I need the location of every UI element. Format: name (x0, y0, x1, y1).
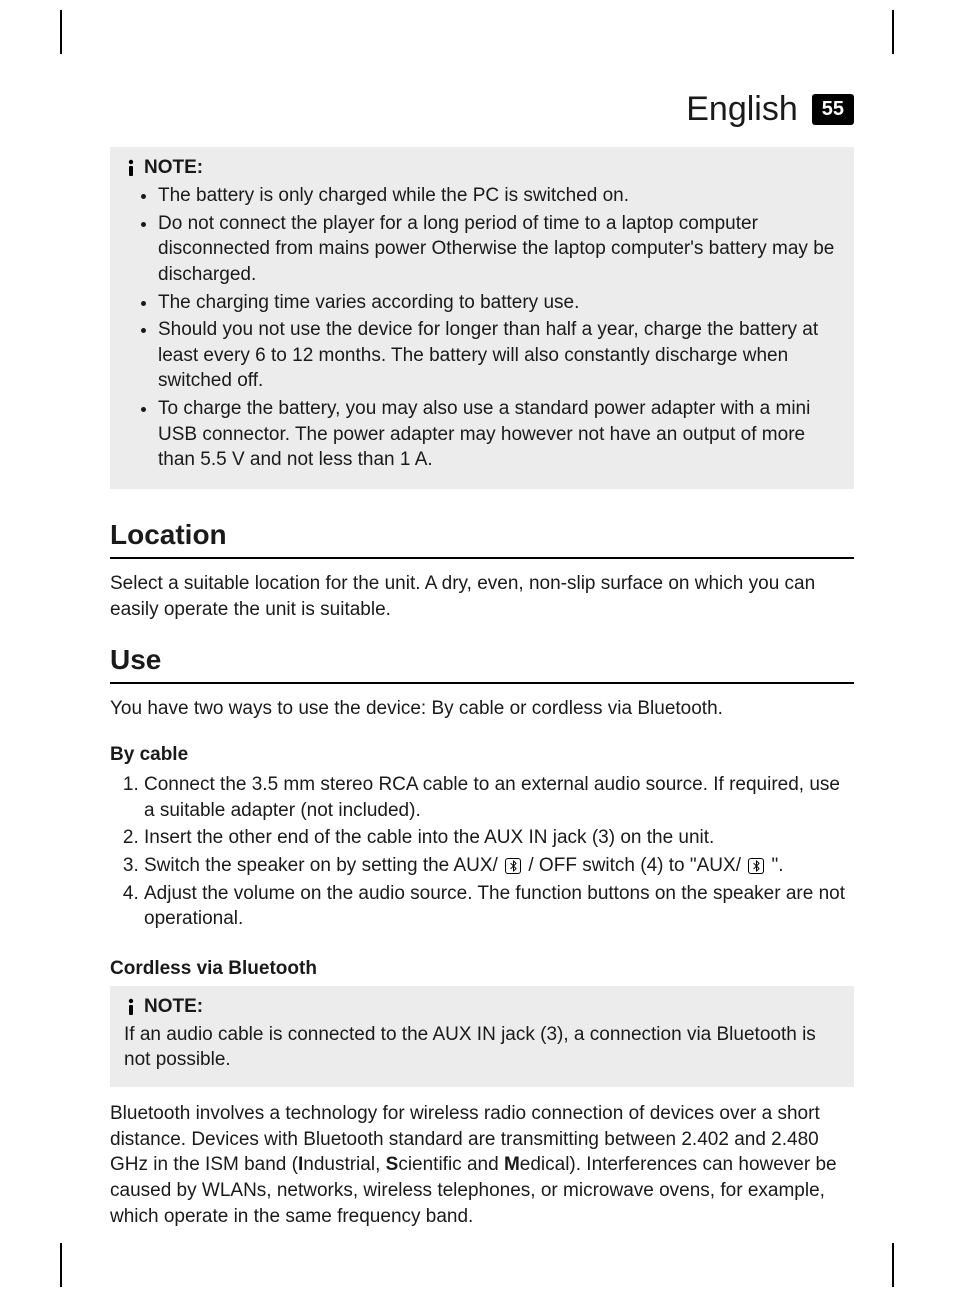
list-item: Insert the other end of the cable into t… (144, 825, 854, 851)
manual-page: English 55 NOTE: The battery is only cha… (0, 0, 954, 1297)
list-item: The battery is only charged while the PC… (158, 183, 840, 209)
list-item: Adjust the volume on the audio source. T… (144, 881, 854, 932)
note-box-battery: NOTE: The battery is only charged while … (110, 147, 854, 489)
note-heading-text: NOTE: (144, 996, 203, 1018)
note-label: NOTE: (124, 157, 840, 179)
section-rule (110, 557, 854, 559)
crop-mark (892, 1243, 894, 1287)
crop-mark (60, 10, 62, 54)
note-list: The battery is only charged while the PC… (124, 183, 840, 473)
bluetooth-paragraph: Bluetooth involves a technology for wire… (110, 1101, 854, 1229)
ism-s: S (386, 1154, 399, 1175)
note-label: NOTE: (124, 996, 840, 1018)
list-item: The charging time varies according to ba… (158, 290, 840, 316)
step3-part-a: Switch the speaker on by setting the AUX… (144, 855, 503, 876)
info-icon (124, 159, 138, 177)
list-item: To charge the battery, you may also use … (158, 396, 840, 473)
page-number-badge: 55 (812, 94, 854, 125)
list-item: Should you not use the device for longer… (158, 317, 840, 394)
section-heading-location: Location (110, 519, 854, 551)
ism-m: M (504, 1154, 520, 1175)
note-heading-text: NOTE: (144, 157, 203, 179)
list-item: Do not connect the player for a long per… (158, 211, 840, 288)
use-intro: You have two ways to use the device: By … (110, 696, 854, 722)
list-item: Switch the speaker on by setting the AUX… (144, 853, 854, 879)
location-text: Select a suitable location for the unit.… (110, 571, 854, 622)
step3-part-b: / OFF switch (4) to "AUX/ (523, 855, 746, 876)
language-label: English (686, 90, 798, 129)
ism-cientific: cientific and (398, 1154, 504, 1175)
ism-ndustrial: ndustrial, (303, 1154, 385, 1175)
subheading-by-cable: By cable (110, 744, 854, 766)
by-cable-steps: Connect the 3.5 mm stereo RCA cable to a… (110, 772, 854, 932)
section-rule (110, 682, 854, 684)
subheading-cordless: Cordless via Bluetooth (110, 958, 854, 980)
bluetooth-icon (505, 858, 521, 874)
page-header: English 55 (110, 90, 854, 129)
section-heading-use: Use (110, 644, 854, 676)
crop-mark (892, 10, 894, 54)
note-text: If an audio cable is connected to the AU… (124, 1022, 840, 1073)
note-box-aux: NOTE: If an audio cable is connected to … (110, 986, 854, 1087)
list-item: Connect the 3.5 mm stereo RCA cable to a… (144, 772, 854, 823)
info-icon (124, 998, 138, 1016)
bluetooth-icon (748, 858, 764, 874)
crop-mark (60, 1243, 62, 1287)
step3-part-c: ". (766, 855, 783, 876)
